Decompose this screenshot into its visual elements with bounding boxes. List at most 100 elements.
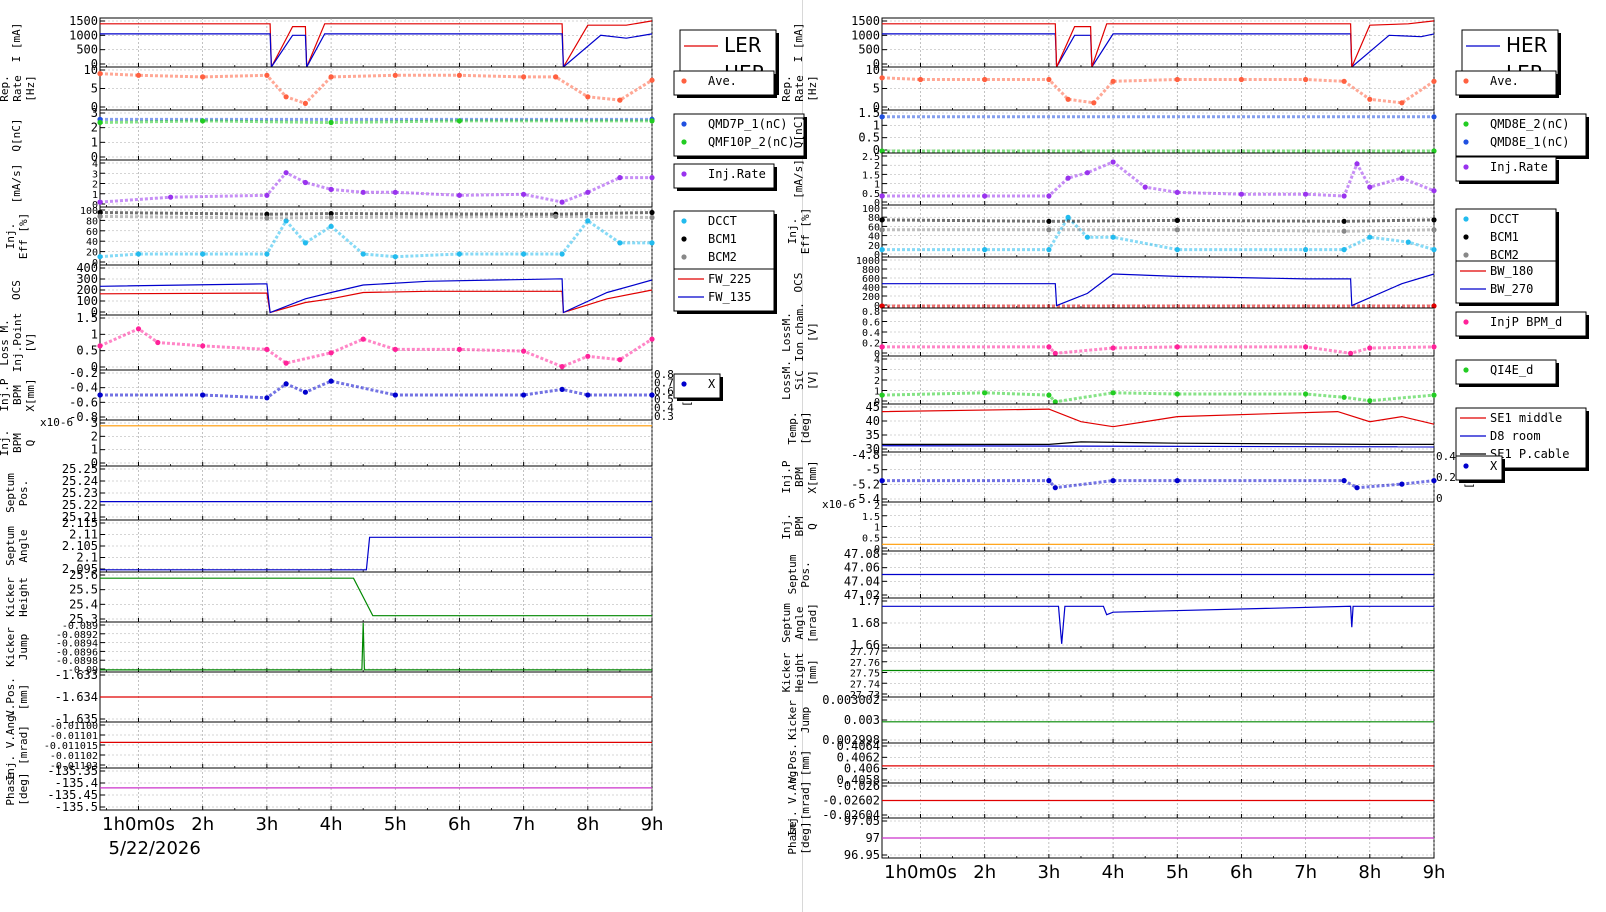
legend-label: QMD8E_2(nC) bbox=[1490, 117, 1569, 131]
series-line bbox=[100, 577, 652, 617]
y-tick-label: 0 bbox=[874, 301, 880, 312]
y-tick-label: 0.003 bbox=[844, 713, 880, 727]
legend-label: BCM2 bbox=[708, 250, 737, 264]
series-ocs-9 bbox=[879, 303, 1437, 309]
y-tick-label: 0.003002 bbox=[822, 693, 880, 707]
y-tick-label: 0 bbox=[91, 305, 98, 319]
y-axis-label: Inj. V.Ang. bbox=[786, 764, 799, 837]
series-line bbox=[99, 278, 653, 314]
y-axis-label: X[mm] bbox=[806, 460, 819, 493]
y-axis-label: Inj.P bbox=[780, 460, 793, 493]
series-rep_rate-2 bbox=[97, 71, 655, 106]
y-tick-label: 0.8 bbox=[862, 307, 880, 318]
y-axis-label: BPM bbox=[793, 467, 806, 487]
panel-frame bbox=[99, 17, 653, 68]
y-axis-label: Jump bbox=[17, 634, 30, 661]
y-axis-label: Inj. bbox=[0, 430, 11, 457]
y-tick-label: 5 bbox=[873, 82, 880, 96]
legend-rep_rate: Ave. bbox=[1455, 70, 1559, 98]
y-tick-label: 20 bbox=[86, 248, 98, 259]
y-axis-label: Pos. bbox=[799, 561, 812, 588]
y-axis-label: [Hz] bbox=[806, 75, 819, 102]
y-tick-label: 1500 bbox=[851, 14, 880, 28]
series-trace bbox=[881, 391, 1435, 404]
legend-label: Ave. bbox=[1490, 74, 1519, 88]
legend-box bbox=[673, 373, 721, 399]
y-tick-label: 0.4 bbox=[862, 328, 880, 339]
legend-swatch bbox=[681, 218, 687, 224]
series-trace bbox=[99, 170, 652, 204]
legend-swatch bbox=[1463, 319, 1469, 325]
y-axis-label: SiC bbox=[793, 370, 806, 390]
legend-label: QMF10P_2(nC) bbox=[708, 135, 795, 149]
legend-label: LER bbox=[724, 33, 762, 57]
y-axis-label: [mA/s] bbox=[792, 159, 805, 199]
x-tick-label: 8h bbox=[1358, 862, 1381, 883]
right-panel-bpm_q: 21.510.50 x10-6 Inj. BPM Q bbox=[780, 498, 1435, 555]
y-tick-label: 0 bbox=[873, 100, 880, 114]
y-tick-label: 0.4062 bbox=[837, 750, 880, 764]
y-axis-label: [deg] bbox=[799, 821, 812, 854]
y-tick-label: 200 bbox=[76, 283, 98, 297]
y-tick-label: 0 bbox=[91, 360, 98, 374]
series-trace bbox=[882, 160, 1435, 198]
column-divider bbox=[802, 0, 803, 912]
y-tick-label: 0 bbox=[873, 57, 880, 71]
legend-box bbox=[1455, 359, 1557, 385]
legend-swatch bbox=[1463, 234, 1469, 240]
y-tick-label: -0.09 bbox=[68, 665, 98, 676]
series-inj_eff-8 bbox=[879, 227, 1437, 234]
y-tick-label: 27.74 bbox=[850, 679, 880, 690]
legend-label: Ave. bbox=[708, 74, 737, 88]
series-trace bbox=[99, 327, 653, 369]
y-tick-label: 30 bbox=[866, 442, 880, 456]
y-tick-label: 800 bbox=[862, 265, 880, 276]
y-tick-label: 1 bbox=[874, 523, 880, 534]
series-trace bbox=[99, 72, 653, 106]
y-axis-label: V.Pos. bbox=[786, 743, 799, 783]
y-axis-label: Rate bbox=[793, 75, 806, 102]
y-tick-label: 1.5 bbox=[76, 311, 98, 325]
legend-swatch bbox=[681, 121, 687, 127]
y-tick-label: 2.115 bbox=[62, 516, 98, 530]
y-tick-label: -0.0894 bbox=[56, 639, 98, 650]
legend-swatch bbox=[681, 171, 687, 177]
legend-bpm: X bbox=[1455, 455, 1505, 483]
y-tick-label: 1000 bbox=[856, 256, 880, 267]
series-inj_eff-7 bbox=[879, 217, 1437, 224]
right-panel-phase: 97.05 97 96.95 Phase [deg] bbox=[786, 814, 1435, 862]
y-tick-label: 2.095 bbox=[62, 562, 98, 576]
legend-label: BW_270 bbox=[1490, 282, 1533, 296]
y-tick-label: 0 bbox=[874, 198, 880, 209]
y-axis-label: Septum bbox=[4, 526, 17, 566]
legend-bpm: X bbox=[673, 373, 723, 401]
y-axis-label: Inj. V.Ang. bbox=[4, 709, 17, 782]
y-tick-label: 1.5 bbox=[858, 106, 880, 120]
legend-lossm_sic: QI4E_d bbox=[1455, 359, 1559, 387]
y-tick-label: 4 bbox=[874, 355, 880, 366]
legend-inj_rate: Inj.Rate bbox=[1455, 156, 1559, 184]
x-tick-label: 8h bbox=[576, 814, 599, 835]
y-tick-label: 3 bbox=[91, 106, 98, 120]
left-panel-kicker_h: 25.625.525.425.3 Kicker Height bbox=[4, 568, 653, 626]
y-tick-label: -0.02604 bbox=[822, 808, 880, 822]
y-tick-label: 3 bbox=[874, 366, 880, 377]
series-line bbox=[100, 622, 652, 671]
y-tick-label: 1.5 bbox=[862, 512, 880, 523]
y-tick-label: 80 bbox=[86, 216, 98, 227]
date-label: 5/22/2026 bbox=[109, 838, 201, 859]
y-tick-label: 25.4 bbox=[69, 597, 98, 611]
series-inj_rate-5 bbox=[97, 170, 655, 205]
legend-swatch bbox=[681, 381, 687, 387]
y-axis-label: Kicker bbox=[780, 652, 793, 692]
y-tick-label: 300 bbox=[76, 272, 98, 286]
panel-frame bbox=[99, 571, 653, 623]
y-axis-label: BPM bbox=[11, 433, 24, 453]
